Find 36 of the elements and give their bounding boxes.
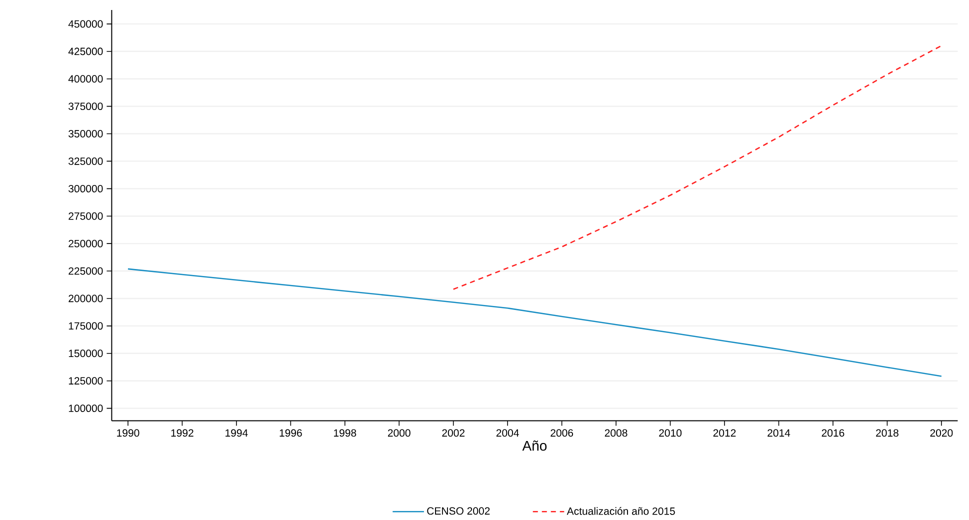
y-tick-label: 200000 (68, 294, 103, 302)
y-tick-label: 125000 (68, 377, 103, 385)
y-tick-label: 250000 (68, 240, 103, 248)
x-tick-label: 1996 (280, 429, 302, 437)
y-tick-label: 450000 (68, 20, 103, 28)
x-tick-label: 2006 (550, 429, 574, 437)
x-tick-label: 2012 (713, 429, 736, 437)
x-tick-label: 1990 (117, 429, 140, 437)
x-tick-label: 2018 (876, 429, 898, 437)
x-tick-label: 2010 (659, 429, 682, 437)
x-tick-label: 1994 (226, 429, 248, 437)
x-tick-label: 2000 (388, 429, 410, 437)
y-tick-label: 375000 (68, 102, 103, 110)
x-axis-title: Año (522, 440, 547, 451)
x-tick-label: 1992 (171, 429, 194, 437)
line-series (127, 268, 942, 377)
y-tick-label: 100000 (68, 404, 103, 412)
x-tick-label: 1998 (334, 429, 356, 437)
y-tick-label: 225000 (68, 267, 103, 275)
y-tick-label: 325000 (68, 158, 103, 165)
y-tick-label: 175000 (68, 322, 103, 330)
y-tick-label: 350000 (68, 130, 103, 138)
line-series (452, 45, 942, 290)
y-tick-label: 425000 (68, 48, 103, 56)
legend-label: CENSO 2002 (427, 507, 490, 515)
x-tick-label: 2020 (930, 429, 953, 437)
x-tick-label: 2016 (822, 429, 844, 437)
x-tick-label: 2002 (442, 429, 464, 437)
y-tick-label: 150000 (68, 350, 103, 358)
x-tick-label: 2014 (768, 429, 790, 437)
y-tick-label: 400000 (68, 75, 103, 83)
x-tick-label: 2004 (496, 429, 519, 437)
y-tick-label: 300000 (68, 184, 103, 192)
y-tick-label: 275000 (68, 212, 103, 220)
legend-label: Actualización año 2015 (566, 507, 675, 515)
x-tick-label: 2008 (604, 429, 628, 437)
